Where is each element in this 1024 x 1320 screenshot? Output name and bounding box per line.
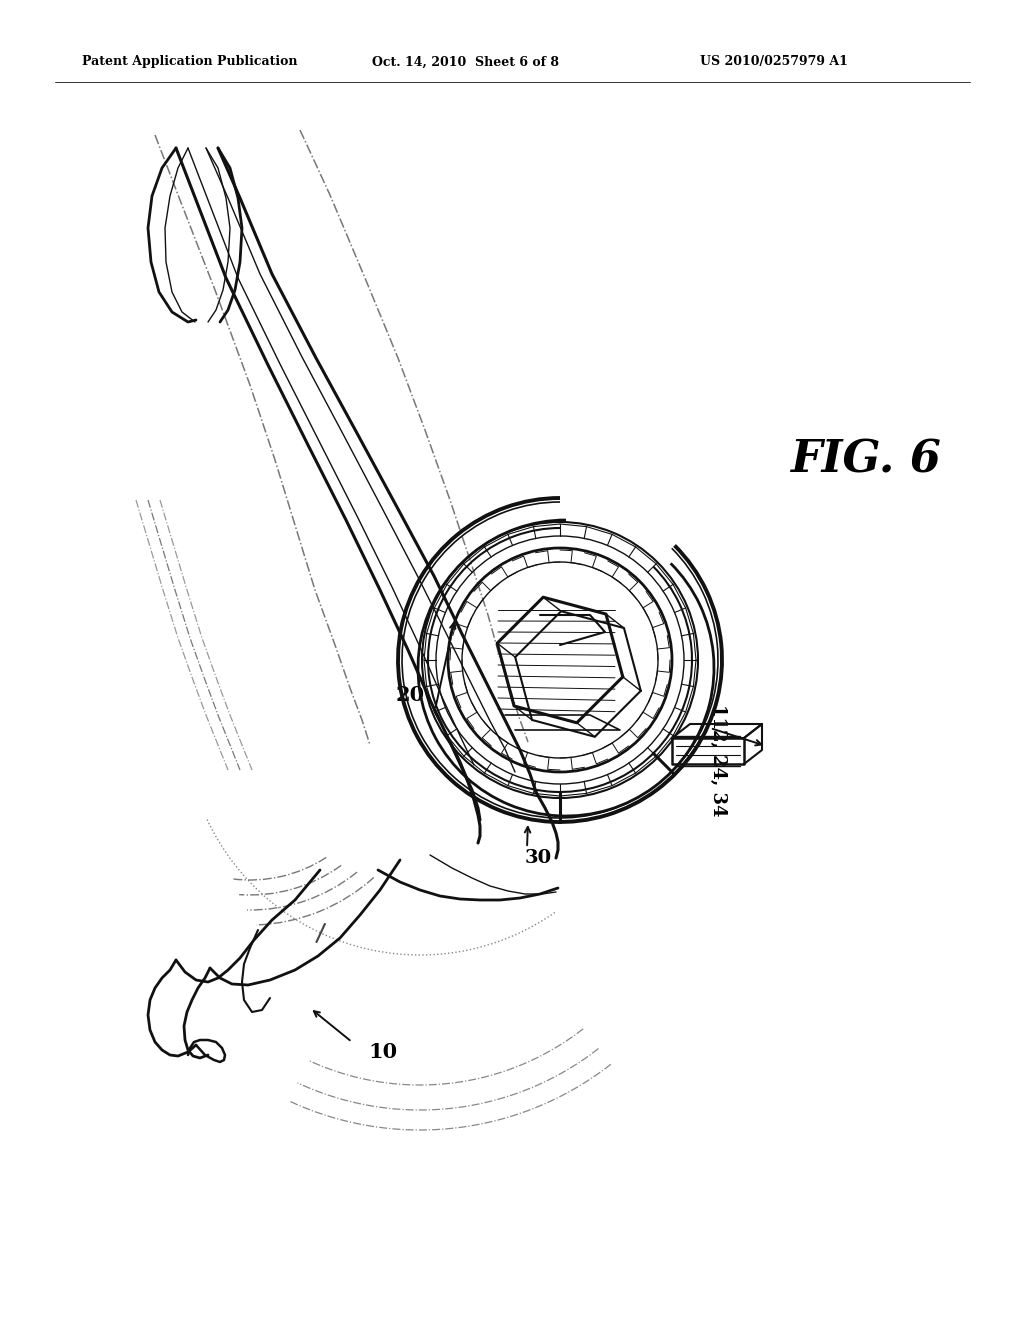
Text: 10: 10 — [368, 1041, 397, 1063]
Text: Patent Application Publication: Patent Application Publication — [82, 55, 298, 69]
Text: 20: 20 — [395, 685, 425, 705]
Text: FIG. 6: FIG. 6 — [790, 438, 941, 482]
Text: 112, 24, 34: 112, 24, 34 — [709, 704, 727, 816]
Text: 30: 30 — [525, 849, 552, 867]
Text: Oct. 14, 2010  Sheet 6 of 8: Oct. 14, 2010 Sheet 6 of 8 — [372, 55, 559, 69]
Text: US 2010/0257979 A1: US 2010/0257979 A1 — [700, 55, 848, 69]
